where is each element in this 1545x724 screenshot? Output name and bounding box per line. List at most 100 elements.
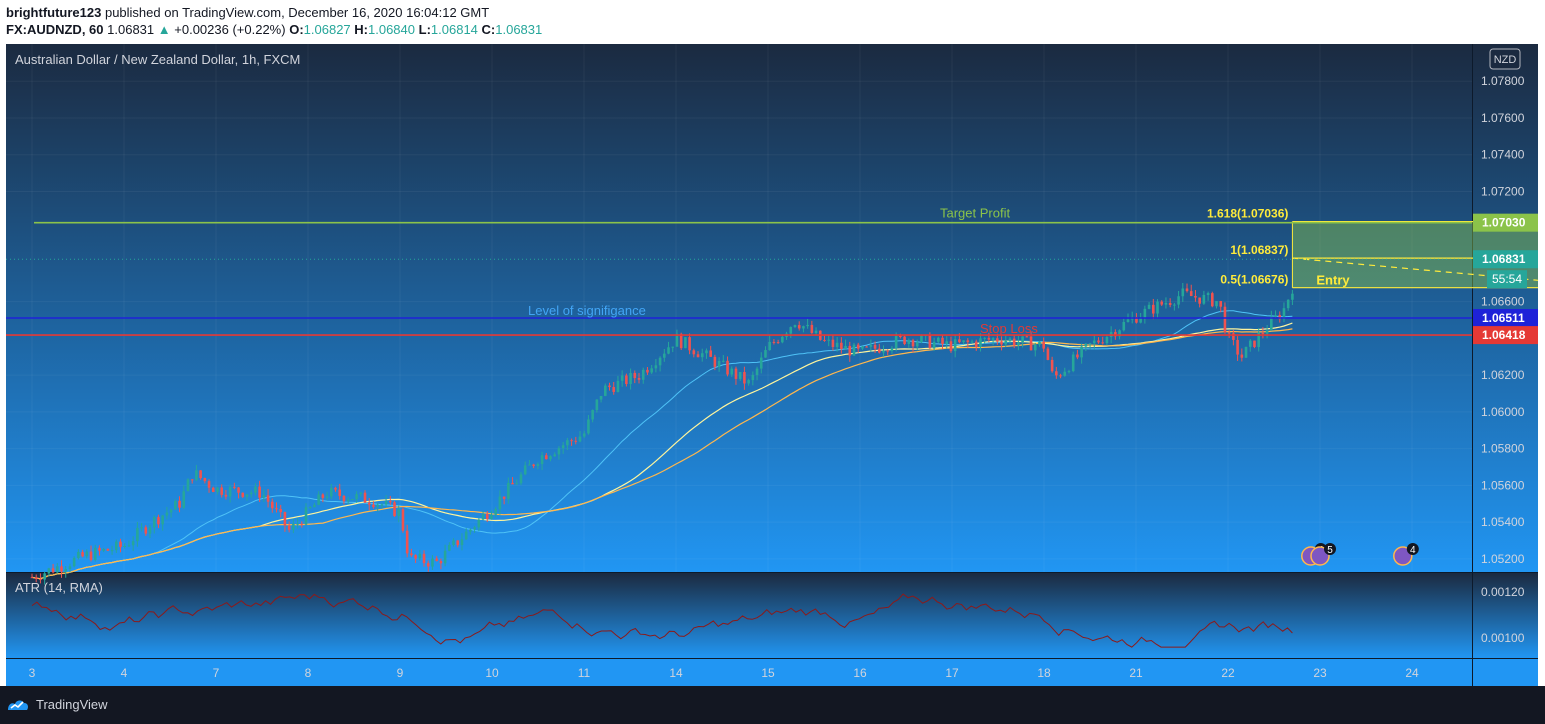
candle-body xyxy=(996,338,999,342)
tradingview-logo-icon xyxy=(8,699,28,710)
candle-body xyxy=(1076,354,1079,358)
candle-body xyxy=(1156,301,1159,314)
candle-body xyxy=(915,342,919,347)
candle-body xyxy=(443,550,447,564)
candle-body xyxy=(367,502,371,505)
candle-body xyxy=(1080,346,1083,358)
candle-body xyxy=(1202,294,1206,304)
candle-body xyxy=(507,482,510,499)
candle-body xyxy=(738,372,742,379)
candle-body xyxy=(856,344,860,349)
candle-body xyxy=(566,440,569,446)
candle-body xyxy=(1067,371,1071,373)
candle-body xyxy=(55,566,59,573)
candle-body xyxy=(747,380,750,384)
candle-body xyxy=(131,541,135,546)
candle-body xyxy=(540,455,544,465)
level-axis-tag xyxy=(1473,309,1538,328)
candle-body xyxy=(262,495,266,498)
candle-body xyxy=(827,339,831,341)
open-value: 1.06827 xyxy=(303,22,351,37)
candle-body xyxy=(93,547,97,560)
candle-body xyxy=(679,333,683,349)
candle-body xyxy=(696,354,700,358)
candle-body xyxy=(98,547,101,551)
brand-label: TradingView xyxy=(36,697,108,712)
candle-body xyxy=(43,573,46,580)
x-tick-label: 18 xyxy=(1037,666,1051,680)
tradingview-brand[interactable]: TradingView xyxy=(6,697,108,712)
symbol-label: FX:AUDNZD, 60 xyxy=(6,22,104,37)
candle-body xyxy=(751,375,755,381)
candle-body xyxy=(1042,341,1045,349)
candle-body xyxy=(1278,315,1282,320)
published-text: published on TradingView.com, December 1… xyxy=(104,5,490,20)
candle-body xyxy=(233,486,236,488)
candle-body xyxy=(852,344,856,356)
candle-body xyxy=(359,492,363,495)
candle-body xyxy=(675,333,679,347)
candle-body xyxy=(941,337,944,345)
candle-body xyxy=(494,509,497,515)
candle-body xyxy=(342,495,346,502)
candle-body xyxy=(591,410,594,420)
candle-body xyxy=(372,504,375,508)
candle-body xyxy=(351,499,354,501)
candle-body xyxy=(958,339,961,343)
candle-body xyxy=(1244,346,1248,358)
x-tick-label: 10 xyxy=(485,666,499,680)
candle-body xyxy=(532,464,535,467)
publisher-name[interactable]: brightfuture123 xyxy=(6,5,102,20)
candle-body xyxy=(1033,344,1037,351)
candle-body xyxy=(713,356,717,367)
atr-line xyxy=(31,593,1293,648)
candle-body xyxy=(515,483,519,485)
countdown-tag xyxy=(1487,270,1527,289)
candle-body xyxy=(1181,288,1185,297)
candle-body xyxy=(920,335,923,343)
candle-body xyxy=(907,340,911,345)
level-label: Stop Loss xyxy=(980,321,1038,336)
currency-label: NZD xyxy=(1494,54,1517,66)
candle-body xyxy=(970,341,974,343)
candle-body xyxy=(1164,303,1168,305)
candle-body xyxy=(519,474,523,484)
candle-body xyxy=(1219,301,1223,307)
candle-body xyxy=(334,487,337,490)
y-tick-label: 1.05800 xyxy=(1481,442,1525,456)
candle-body xyxy=(1168,303,1172,305)
candle-body xyxy=(823,339,826,341)
candle-body xyxy=(671,346,675,348)
atr-title: ATR (14, RMA) xyxy=(15,580,103,595)
price-chart-svg[interactable]: 1.618(1.07036) 1(1.06837) 0.5(1.06676) Entr… xyxy=(6,44,1538,686)
candle-body xyxy=(502,496,506,499)
candle-body xyxy=(654,365,658,369)
fib-level-label: 1(1.06837) xyxy=(1230,243,1288,257)
candle-body xyxy=(174,500,177,510)
candle-body xyxy=(190,479,194,481)
candle-body xyxy=(953,339,957,352)
candle-body xyxy=(254,486,257,493)
candle-body xyxy=(599,395,603,400)
candle-body xyxy=(363,492,367,503)
candle-body xyxy=(595,399,599,411)
candle-body xyxy=(528,464,531,466)
candle-body xyxy=(481,514,485,520)
candle-body xyxy=(1055,371,1058,376)
candle-body xyxy=(544,455,548,460)
candle-body xyxy=(945,341,949,345)
candle-body xyxy=(911,340,915,347)
x-tick-label: 21 xyxy=(1129,666,1143,680)
candle-body xyxy=(759,357,763,369)
currency-button[interactable] xyxy=(1489,48,1521,70)
candle-body xyxy=(932,341,936,349)
candle-body xyxy=(410,553,413,556)
candle-body xyxy=(797,325,801,329)
candle-body xyxy=(89,551,93,560)
candle-body xyxy=(1236,339,1239,355)
candle-body xyxy=(152,517,156,528)
candle-body xyxy=(1274,315,1277,317)
candle-body xyxy=(81,551,84,557)
level-label: Level of signifigance xyxy=(528,303,646,318)
chart-frame[interactable]: 1.618(1.07036) 1(1.06837) 0.5(1.06676) Entr… xyxy=(6,44,1538,686)
